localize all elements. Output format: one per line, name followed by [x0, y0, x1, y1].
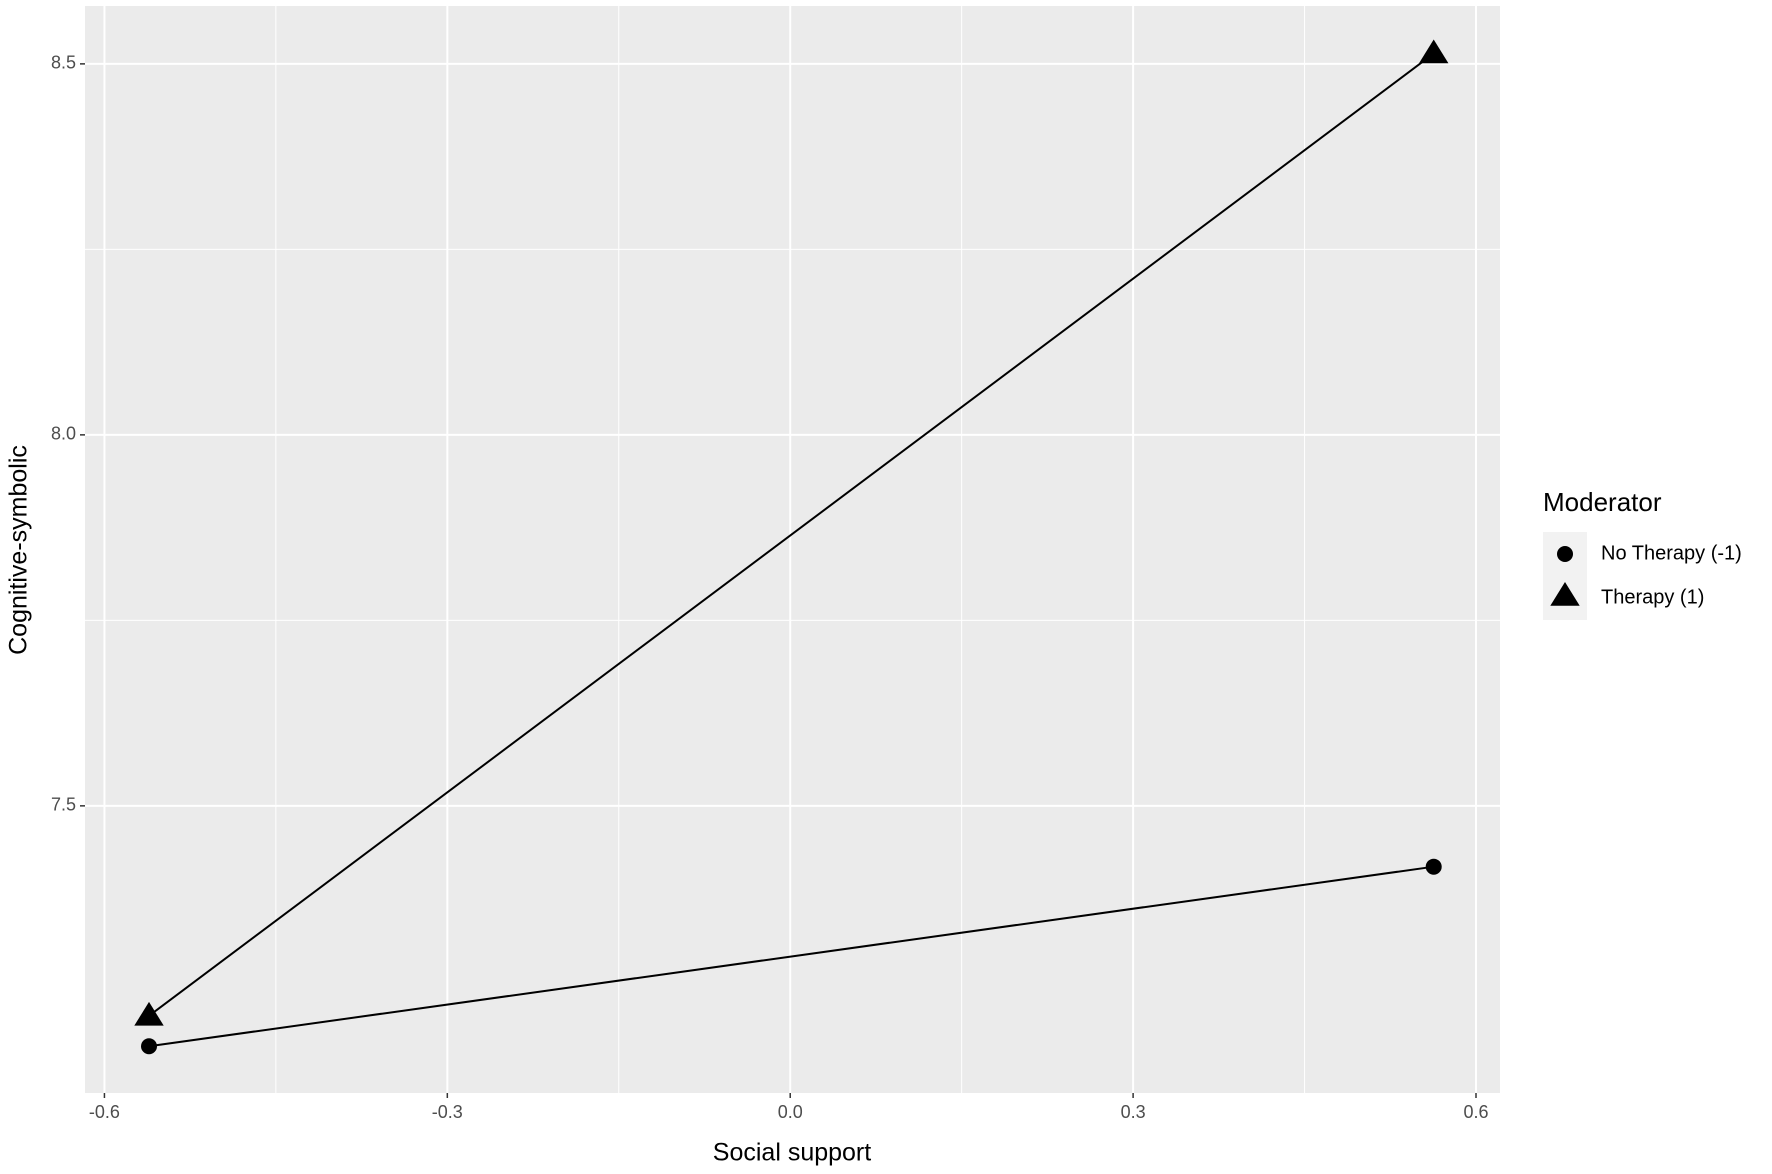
y-tick-label: 8.5	[51, 53, 76, 73]
legend-title: Moderator	[1543, 487, 1662, 517]
legend-label: Therapy (1)	[1601, 586, 1704, 608]
legend-symbol	[1550, 582, 1580, 606]
point	[1419, 39, 1449, 64]
y-tick-label: 8.0	[51, 424, 76, 444]
y-tick-label: 7.5	[51, 795, 76, 815]
point	[134, 1001, 164, 1026]
series-line	[148, 865, 1434, 1048]
x-tick-label: 0.0	[778, 1102, 803, 1122]
x-tick-label: 0.3	[1121, 1102, 1146, 1122]
legend-key-background	[1543, 532, 1587, 620]
y-axis-title: Cognitive-symbolic	[5, 445, 33, 655]
legend-symbol	[1557, 546, 1573, 562]
legend-label: No Therapy (-1)	[1601, 542, 1742, 564]
panel	[85, 6, 1500, 1093]
x-tick-label: 0.6	[1463, 1102, 1488, 1122]
point	[1425, 858, 1442, 875]
series-line	[148, 52, 1435, 1017]
x-tick-label: -0.6	[89, 1102, 120, 1122]
x-axis-title: Social support	[713, 1139, 871, 1167]
point	[141, 1038, 158, 1055]
x-tick-label: -0.3	[432, 1102, 463, 1122]
